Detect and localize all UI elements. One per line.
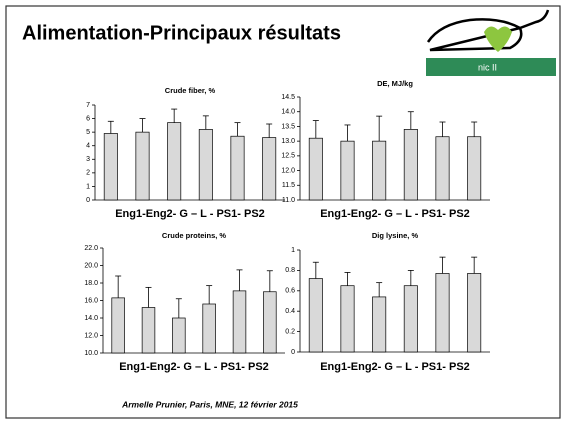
bar [308, 137, 323, 201]
bar [372, 296, 387, 353]
y-tick-label: 1 [86, 183, 90, 190]
bar [172, 317, 186, 354]
y-tick-label: 5 [86, 129, 90, 136]
slide-title: Alimentation-Principaux résultats [22, 22, 341, 44]
y-tick-label: 12.0 [84, 332, 98, 339]
chart-title: Dig lysine, % [372, 231, 419, 240]
bar [372, 140, 387, 201]
logo: nic II [426, 9, 556, 76]
y-tick-label: 4 [86, 143, 90, 150]
y-tick-label: 11.5 [282, 182, 295, 189]
y-tick-label: 0.8 [285, 267, 295, 274]
bar [263, 291, 277, 354]
y-tick-label: 0.2 [285, 328, 295, 335]
logo-band [426, 58, 556, 76]
bar [111, 297, 125, 354]
x-axis-label: Eng1-Eng2- G – L - PS1- PS2 [320, 361, 470, 373]
footer: Armelle Prunier, Paris, MNE, 12 février … [121, 399, 298, 409]
bar [198, 129, 213, 201]
x-axis-label: Eng1-Eng2- G – L - PS1- PS2 [115, 208, 265, 220]
y-tick-label: 11.0 [282, 197, 295, 204]
y-tick-label: 14.0 [84, 315, 98, 322]
bar [340, 140, 355, 201]
logo-text: nic II [478, 62, 497, 72]
y-tick-label: 12.5 [281, 153, 295, 160]
bar [202, 303, 216, 354]
bar [262, 137, 277, 201]
bar [435, 136, 450, 201]
y-tick-label: 20.0 [84, 262, 98, 269]
bar [467, 136, 482, 201]
y-tick-label: 14.0 [281, 109, 295, 116]
chart-title: DE, MJ/kg [377, 79, 413, 88]
bar [167, 122, 182, 201]
heart-icon [484, 26, 512, 52]
y-tick-label: 12.0 [281, 167, 295, 174]
y-tick-label: 10.0 [84, 350, 98, 357]
chart-title: Crude proteins, % [162, 231, 227, 240]
y-tick-label: 13.0 [281, 138, 295, 145]
y-tick-label: 1 [291, 247, 295, 254]
bar [403, 129, 418, 201]
y-tick-label: 2 [86, 170, 90, 177]
x-axis-label: Eng1-Eng2- G – L - PS1- PS2 [320, 208, 470, 220]
y-tick-label: 0.4 [285, 308, 295, 315]
bar [340, 285, 355, 353]
y-tick-label: 22.0 [84, 245, 98, 252]
bar [403, 285, 418, 353]
bar [435, 273, 450, 353]
y-tick-label: 0.6 [285, 288, 295, 295]
bar [308, 278, 323, 353]
y-tick-label: 16.0 [84, 297, 98, 304]
y-tick-label: 0 [291, 349, 295, 356]
bar [232, 290, 247, 354]
bar [103, 133, 118, 201]
x-axis-label: Eng1-Eng2- G – L - PS1- PS2 [119, 361, 269, 373]
y-tick-label: 13.5 [281, 123, 295, 130]
y-tick-label: 14.5 [281, 94, 295, 101]
y-tick-label: 0 [86, 197, 90, 204]
bar [467, 273, 482, 353]
y-tick-label: 18.0 [84, 280, 98, 287]
bar [230, 135, 245, 201]
bar [135, 131, 150, 201]
bar [141, 307, 156, 354]
y-tick-label: 6 [86, 115, 90, 122]
chart-title: Crude fiber, % [165, 86, 216, 95]
y-tick-label: 3 [86, 156, 90, 163]
y-tick-label: 7 [86, 102, 90, 109]
